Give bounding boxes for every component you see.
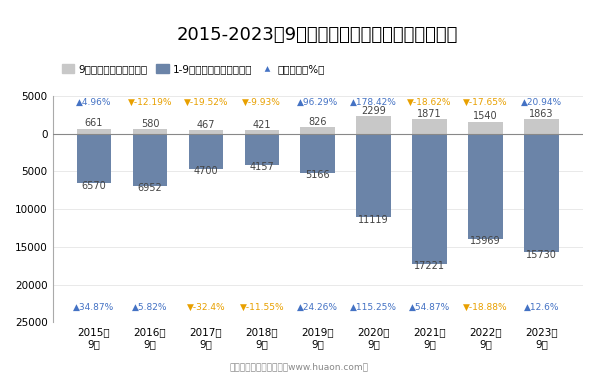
Text: 661: 661	[85, 118, 103, 128]
Bar	[300, 134, 335, 172]
Text: ▼-17.65%: ▼-17.65%	[463, 98, 508, 107]
Bar	[188, 130, 223, 134]
Text: ▲20.94%: ▲20.94%	[521, 98, 562, 107]
Bar	[188, 134, 223, 169]
Text: 2299: 2299	[361, 106, 386, 116]
Text: ▲54.87%: ▲54.87%	[409, 303, 450, 312]
Bar	[245, 130, 279, 134]
Bar	[133, 134, 167, 186]
Text: ▼-18.88%: ▼-18.88%	[463, 303, 508, 312]
Bar	[77, 129, 111, 133]
Text: 制图：华经产业研究院（www.huaon.com）: 制图：华经产业研究院（www.huaon.com）	[230, 362, 368, 371]
Bar	[524, 120, 559, 134]
Bar	[356, 116, 391, 134]
Text: 1540: 1540	[473, 111, 498, 122]
Bar	[300, 128, 335, 134]
Text: ▲12.6%: ▲12.6%	[524, 303, 559, 312]
Text: 1863: 1863	[529, 109, 554, 119]
Text: 826: 826	[309, 117, 327, 127]
Text: ▼-32.4%: ▼-32.4%	[187, 303, 225, 312]
Text: 421: 421	[252, 120, 271, 130]
Text: 6570: 6570	[82, 180, 106, 190]
Text: 1871: 1871	[417, 109, 442, 119]
Text: 17221: 17221	[414, 261, 445, 271]
Text: ▲4.96%: ▲4.96%	[77, 98, 112, 107]
Bar	[468, 134, 503, 239]
Text: 5166: 5166	[306, 170, 330, 180]
Text: 4700: 4700	[194, 166, 218, 176]
Text: 4157: 4157	[249, 162, 274, 172]
Bar	[77, 134, 111, 183]
Text: ▼-18.62%: ▼-18.62%	[407, 98, 452, 107]
Text: ▼-9.93%: ▼-9.93%	[242, 98, 281, 107]
Bar	[245, 134, 279, 165]
Bar	[468, 122, 503, 134]
Bar	[413, 119, 447, 134]
Text: 467: 467	[197, 120, 215, 130]
Text: 6952: 6952	[138, 183, 163, 194]
Bar	[356, 134, 391, 218]
Text: ▼-12.19%: ▼-12.19%	[128, 98, 172, 107]
Title: 2015-2023年9月大连商品交易所豆油期货成交量: 2015-2023年9月大连商品交易所豆油期货成交量	[177, 26, 459, 44]
Bar	[133, 129, 167, 134]
Text: ▼-11.55%: ▼-11.55%	[240, 303, 284, 312]
Text: ▲5.82%: ▲5.82%	[132, 303, 168, 312]
Text: ▲178.42%: ▲178.42%	[350, 98, 397, 107]
Bar	[413, 134, 447, 264]
Text: ▲34.87%: ▲34.87%	[74, 303, 115, 312]
Text: 11119: 11119	[358, 215, 389, 225]
Text: ▲96.29%: ▲96.29%	[297, 98, 338, 107]
Bar	[524, 134, 559, 252]
Text: 15730: 15730	[526, 250, 557, 259]
Text: 580: 580	[141, 119, 159, 129]
Text: ▲115.25%: ▲115.25%	[350, 303, 397, 312]
Text: 13969: 13969	[470, 236, 501, 246]
Legend: 9月期货成交量（万手）, 1-9月期货成交量（万手）, 同比增长（%）: 9月期货成交量（万手）, 1-9月期货成交量（万手）, 同比增长（%）	[58, 60, 329, 79]
Text: ▼-19.52%: ▼-19.52%	[184, 98, 228, 107]
Text: ▲24.26%: ▲24.26%	[297, 303, 338, 312]
